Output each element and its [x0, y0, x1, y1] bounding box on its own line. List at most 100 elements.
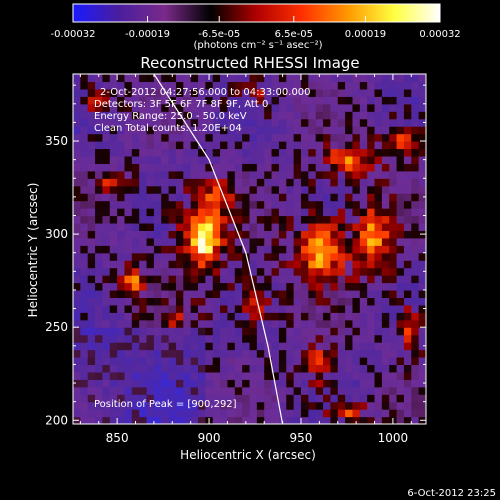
heatmap-cell	[374, 155, 383, 164]
heatmap-cell	[168, 215, 177, 224]
heatmap-cell	[161, 327, 170, 336]
heatmap-cell	[95, 260, 104, 269]
heatmap-cell	[308, 409, 317, 418]
heatmap-cell	[411, 267, 420, 276]
heatmap-cell	[396, 88, 405, 97]
heatmap-cell	[109, 364, 118, 373]
heatmap-cell	[109, 371, 118, 380]
heatmap-cell	[345, 409, 354, 418]
heatmap-cell	[146, 133, 155, 142]
heatmap-cell	[73, 312, 81, 321]
heatmap-cell	[102, 401, 111, 410]
heatmap-cell	[161, 394, 170, 403]
heatmap-cell	[359, 252, 368, 261]
heatmap-cell	[286, 342, 295, 351]
heatmap-cell	[117, 304, 126, 313]
heatmap-cell	[190, 237, 199, 246]
heatmap-cell	[315, 103, 324, 112]
heatmap-cell	[161, 356, 170, 366]
heatmap-cell	[271, 237, 280, 246]
heatmap-cell	[300, 371, 309, 380]
heatmap-cell	[95, 364, 104, 373]
heatmap-cell	[87, 312, 96, 321]
heatmap-cell	[95, 349, 104, 358]
heatmap-cell	[146, 200, 155, 209]
heatmap-cell	[212, 416, 221, 424]
heatmap-cell	[102, 379, 111, 388]
heatmap-cell	[220, 260, 229, 269]
heatmap-cell	[256, 155, 265, 164]
heatmap-cell	[146, 111, 155, 120]
heatmap-cell	[80, 163, 89, 172]
heatmap-cell	[146, 81, 155, 90]
heatmap-cell	[227, 409, 236, 418]
heatmap-cell	[352, 96, 361, 105]
heatmap-cell	[411, 96, 420, 105]
heatmap-cell	[198, 155, 206, 164]
heatmap-image	[73, 74, 426, 424]
heatmap-cell	[330, 148, 339, 157]
heatmap-cell	[153, 111, 162, 120]
heatmap-cell	[315, 88, 324, 97]
heatmap-cell	[323, 319, 331, 328]
heatmap-cell	[146, 103, 155, 112]
heatmap-cell	[168, 96, 177, 105]
heatmap-cell	[153, 267, 162, 276]
heatmap-cell	[308, 327, 317, 336]
heatmap-cell	[205, 208, 214, 217]
heatmap-cell	[323, 74, 331, 83]
heatmap-cell	[359, 133, 368, 142]
heatmap-cell	[175, 394, 184, 403]
heatmap-cell	[117, 319, 126, 328]
heatmap-cell	[256, 364, 265, 373]
heatmap-cell	[146, 252, 155, 261]
heatmap-cell	[323, 267, 331, 276]
heatmap-cell	[389, 163, 398, 172]
heatmap-cell	[330, 208, 339, 217]
heatmap-cell	[102, 178, 111, 187]
heatmap-cell	[175, 282, 184, 291]
heatmap-cell	[80, 200, 89, 209]
heatmap-cell	[389, 297, 398, 306]
heatmap-cell	[374, 260, 383, 269]
heatmap-cell	[323, 185, 331, 194]
heatmap-cell	[242, 356, 251, 366]
heatmap-cell	[87, 96, 96, 105]
heatmap-cell	[330, 364, 339, 373]
heatmap-cell	[102, 185, 111, 194]
heatmap-cell	[87, 252, 96, 261]
heatmap-cell	[337, 349, 346, 358]
heatmap-cell	[359, 364, 368, 373]
heatmap-cell	[175, 230, 184, 239]
heatmap-cell	[175, 193, 184, 202]
heatmap-cell	[131, 193, 140, 202]
heatmap-cell	[131, 252, 140, 261]
heatmap-cell	[411, 356, 420, 366]
heatmap-cell	[389, 178, 398, 187]
heatmap-cell	[352, 81, 361, 90]
heatmap-cell	[234, 222, 243, 231]
heatmap-cell	[337, 170, 346, 179]
heatmap-cell	[264, 148, 273, 157]
heatmap-cell	[418, 275, 426, 284]
heatmap-cell	[183, 349, 192, 358]
heatmap-cell	[271, 193, 280, 202]
heatmap-cell	[109, 222, 118, 231]
heatmap-cell	[175, 275, 184, 284]
heatmap-cell	[139, 304, 148, 313]
heatmap-cell	[381, 371, 390, 380]
heatmap-cell	[205, 237, 214, 246]
heatmap-cell	[418, 170, 426, 179]
heatmap-cell	[345, 252, 354, 261]
heatmap-cell	[315, 394, 324, 403]
heatmap-cell	[337, 230, 346, 239]
heatmap-cell	[389, 289, 398, 299]
heatmap-cell	[308, 133, 317, 142]
heatmap-cell	[175, 148, 184, 157]
heatmap-cell	[300, 193, 309, 202]
heatmap-cell	[264, 222, 273, 231]
heatmap-cell	[234, 267, 243, 276]
heatmap-cell	[109, 379, 118, 388]
heatmap-cell	[286, 401, 295, 410]
heatmap-cell	[286, 379, 295, 388]
